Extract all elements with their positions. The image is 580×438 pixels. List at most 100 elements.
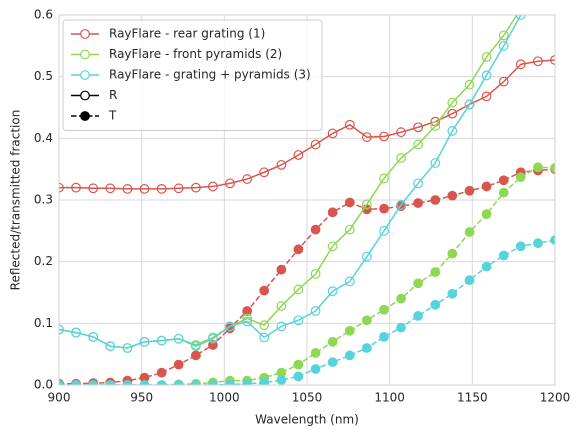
data-point <box>430 267 441 278</box>
data-point <box>122 183 133 194</box>
data-point <box>310 348 321 358</box>
data-point <box>361 132 372 143</box>
data-point <box>156 380 167 385</box>
data-point <box>344 276 355 287</box>
y-tick-label: 0.0 <box>34 378 53 392</box>
legend-marker <box>80 29 90 39</box>
data-point <box>139 183 150 194</box>
data-point <box>413 122 424 133</box>
data-point <box>515 172 526 183</box>
data-point <box>310 224 321 235</box>
data-point <box>481 91 492 102</box>
data-point <box>327 357 338 368</box>
data-point <box>259 377 270 385</box>
data-point <box>396 200 406 210</box>
data-point <box>242 313 253 324</box>
y-tick-label: 0.5 <box>34 69 53 83</box>
legend-marker <box>80 90 90 101</box>
data-point <box>481 261 492 272</box>
legend-label: T <box>108 109 117 123</box>
data-point <box>259 167 270 178</box>
data-point <box>361 343 372 353</box>
data-point <box>327 128 338 139</box>
data-point <box>379 332 389 342</box>
data-point <box>379 173 389 184</box>
data-point <box>310 306 321 316</box>
data-point <box>498 30 509 41</box>
y-tick-label: 0.6 <box>34 8 53 22</box>
y-tick-label: 0.4 <box>34 131 53 145</box>
legend-label: RayFlare - rear grating (1) <box>109 27 265 41</box>
data-point <box>344 197 355 208</box>
data-point <box>464 99 475 110</box>
data-point <box>413 198 424 208</box>
data-point <box>208 380 218 385</box>
data-point <box>447 190 458 201</box>
data-point <box>396 293 406 304</box>
data-point <box>276 159 287 170</box>
data-point <box>413 311 424 321</box>
x-tick-label: 1150 <box>457 391 488 405</box>
y-tick-label: 0.3 <box>34 193 53 207</box>
legend-box <box>62 19 323 131</box>
data-point <box>259 332 270 343</box>
data-point <box>310 139 321 150</box>
data-point <box>310 364 321 374</box>
plot-frame <box>58 14 556 386</box>
data-point <box>190 380 201 385</box>
data-point <box>413 178 424 189</box>
data-point <box>208 333 218 344</box>
data-point <box>105 183 116 194</box>
data-point <box>498 76 509 87</box>
data-point <box>276 321 287 332</box>
data-point <box>225 178 235 189</box>
data-point <box>242 378 253 385</box>
data-point <box>481 70 492 81</box>
data-point <box>550 163 555 173</box>
data-point <box>515 241 526 252</box>
data-point <box>190 182 201 193</box>
data-point <box>105 341 116 352</box>
data-point <box>173 380 184 385</box>
data-point <box>173 333 184 344</box>
data-point <box>310 269 321 279</box>
legend-marker <box>80 70 90 80</box>
x-tick-label: 950 <box>130 391 153 405</box>
data-point <box>447 288 458 299</box>
data-point <box>173 359 184 370</box>
data-point <box>208 181 218 192</box>
data-point <box>361 315 372 326</box>
series-line <box>59 59 555 190</box>
data-point <box>88 332 99 342</box>
data-point <box>293 371 304 382</box>
data-point <box>481 52 492 62</box>
data-point <box>327 241 338 252</box>
data-point <box>515 59 526 70</box>
data-point <box>122 380 133 385</box>
data-point <box>464 275 475 286</box>
data-point <box>242 306 253 316</box>
data-point <box>293 150 304 160</box>
data-point <box>430 299 441 310</box>
data-point <box>379 225 389 236</box>
data-point <box>447 248 458 259</box>
data-point <box>379 131 389 142</box>
x-tick-label: 900 <box>48 391 71 405</box>
data-point <box>190 350 201 361</box>
data-point <box>293 315 304 326</box>
data-point <box>344 119 355 130</box>
data-point <box>327 286 338 297</box>
legend-label: RayFlare - grating + pyramids (3) <box>109 68 311 82</box>
data-point <box>190 341 201 352</box>
y-tick-label: 0.2 <box>34 254 53 268</box>
data-point <box>361 199 372 210</box>
data-point <box>464 185 475 196</box>
data-point <box>71 380 81 385</box>
data-point <box>533 56 543 67</box>
data-point <box>105 380 116 385</box>
data-point <box>156 367 167 378</box>
data-point <box>173 183 184 194</box>
data-point <box>156 335 167 346</box>
data-point <box>293 244 304 255</box>
data-point <box>396 127 406 138</box>
